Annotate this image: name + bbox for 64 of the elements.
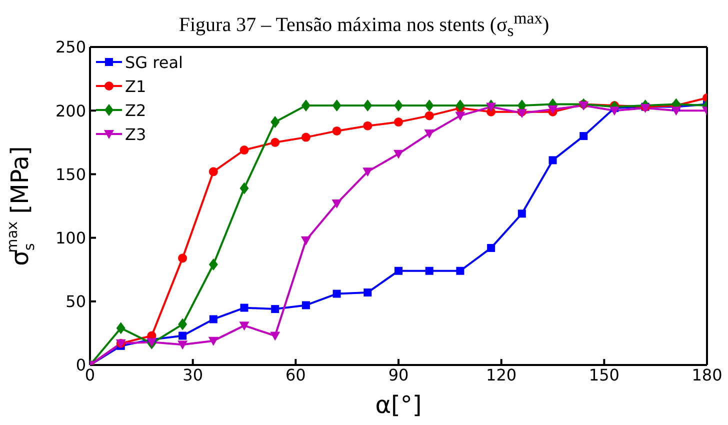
point <box>240 304 248 312</box>
chart-title: Figura 37 – Tensão máxima nos stents (σ$_{s}$$^{max}$) <box>178 8 550 40</box>
point <box>364 288 372 296</box>
point <box>332 100 342 112</box>
x-tick-label: 30 <box>182 365 204 384</box>
point <box>208 167 218 176</box>
point <box>178 332 187 340</box>
x-tick-label: 150 <box>588 365 620 384</box>
point <box>425 266 434 275</box>
y-tick-label: 150 <box>55 164 86 184</box>
point <box>394 118 403 127</box>
point <box>394 266 402 275</box>
point <box>487 244 496 252</box>
point <box>332 290 341 298</box>
point <box>456 100 465 112</box>
point <box>424 100 434 112</box>
point <box>518 210 526 218</box>
point <box>208 336 218 346</box>
point <box>178 254 188 263</box>
point <box>671 106 682 116</box>
point <box>116 322 126 334</box>
point <box>363 121 372 130</box>
point <box>363 100 372 112</box>
point <box>302 301 310 310</box>
point <box>301 132 310 142</box>
point <box>394 100 403 112</box>
point <box>208 258 218 271</box>
x-axis-title: α[°] <box>375 391 422 419</box>
point <box>239 322 250 331</box>
point <box>609 106 620 116</box>
point <box>209 315 218 324</box>
y-tick-label: 200 <box>55 101 86 120</box>
point <box>424 129 434 138</box>
y-tick-label: 50 <box>66 292 86 312</box>
y-tick-label: 100 <box>55 228 86 248</box>
point <box>456 266 464 275</box>
x-tick-label: 120 <box>486 365 517 384</box>
point <box>332 199 342 208</box>
point <box>424 111 434 120</box>
legend-label: Z2 <box>125 100 146 120</box>
legend-label: Z3 <box>125 124 146 144</box>
legend-label: Z1 <box>125 76 146 96</box>
point <box>548 156 557 164</box>
point <box>240 182 249 194</box>
y-tick-label: 250 <box>55 38 86 57</box>
point <box>178 340 188 350</box>
legend-label: SG real <box>125 52 183 72</box>
point <box>394 150 404 159</box>
point <box>271 305 280 314</box>
x-tick-label: 90 <box>388 365 409 384</box>
point <box>270 116 280 128</box>
point <box>300 236 311 246</box>
point <box>178 318 188 330</box>
point <box>580 132 588 140</box>
point <box>486 102 496 112</box>
point <box>270 332 280 341</box>
x-tick-label: 60 <box>285 365 306 384</box>
point <box>270 138 280 147</box>
x-tick-label: 180 <box>692 365 722 384</box>
point <box>240 146 249 155</box>
point <box>301 100 310 112</box>
point <box>455 112 466 121</box>
point <box>332 126 342 136</box>
point <box>362 168 373 177</box>
